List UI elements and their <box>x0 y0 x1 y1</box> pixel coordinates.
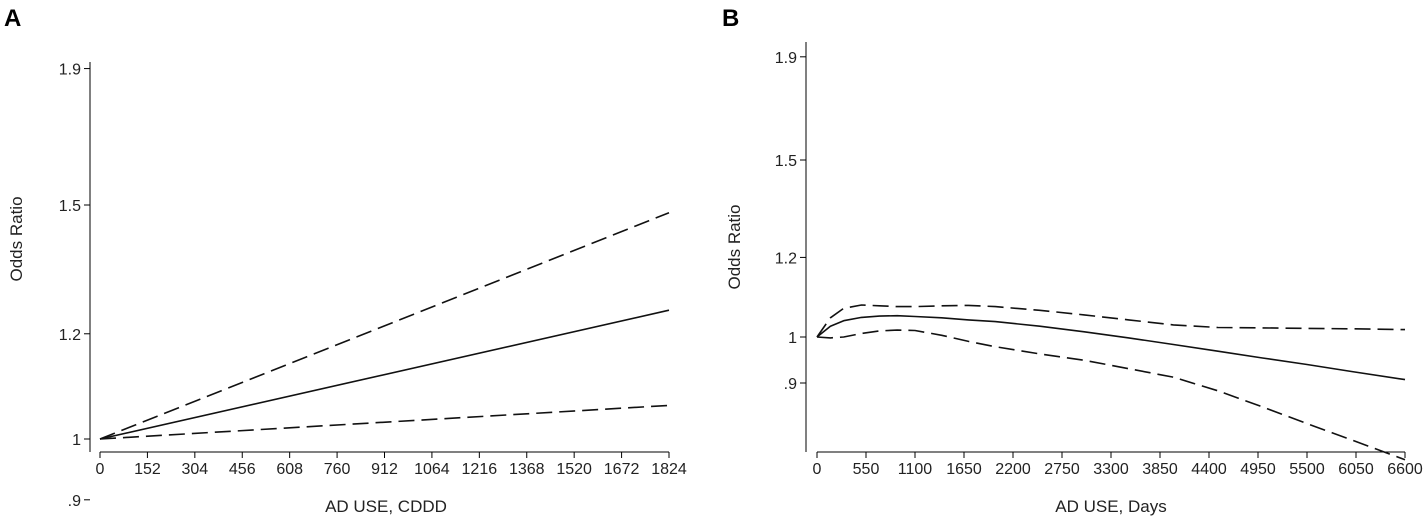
panel-b-x-tick-label: 6600 <box>1387 461 1423 478</box>
panel-b-y-tick-label: .9 <box>784 376 797 393</box>
panel-a-x-tick-label: 304 <box>181 461 208 478</box>
panel-b-y-tick-label: 1.9 <box>775 50 797 67</box>
panel-a-x-tick-label: 1064 <box>414 461 450 478</box>
panel-a-x-tick-label: 0 <box>96 461 105 478</box>
panel-b-y-ticks: .9 1 1.2 1.5 1.9 <box>775 50 806 393</box>
panel-a-letter: A <box>4 5 21 32</box>
panel-b-x-tick-label: 1100 <box>898 461 933 478</box>
panel-b-x-tick-label: 2750 <box>1044 461 1080 478</box>
panel-b-x-tick-label: 4950 <box>1240 461 1276 478</box>
panel-b-y-tick-label: 1 <box>788 330 797 347</box>
panel-a-y-tick-label: .9 <box>68 493 81 510</box>
panel-a-x-tick-label: 1824 <box>651 461 687 478</box>
panel-a-x-tick-label: 1672 <box>604 461 640 478</box>
panel-a-x-tick-label: 760 <box>324 461 351 478</box>
panel-a-y-tick-label: 1.9 <box>59 62 81 79</box>
panel-b-ci-line <box>816 304 1406 338</box>
panel-b-letter: B <box>722 5 739 32</box>
panel-a-estimate-line <box>99 309 670 440</box>
panel-b-series <box>816 304 1406 461</box>
panel-b-x-ticks: 0 550 1100 1650 2200 2750 3300 3850 4400 4950 5500… <box>813 452 1423 478</box>
panel-b: B Odds Ratio AD USE, Days 0 550 1100 1650 22… <box>722 5 1423 516</box>
panel-a-x-tick-label: 912 <box>371 461 398 478</box>
panel-a: A Odds Ratio AD USE, CDDD 0 152 304 456 608 7… <box>4 5 687 516</box>
panel-a-ci-line <box>99 211 670 440</box>
panel-b-y-tick-label: 1.5 <box>775 153 797 170</box>
panel-a-y-axis-title: Odds Ratio <box>7 196 26 281</box>
panel-b-x-tick-label: 2200 <box>995 461 1031 478</box>
panel-a-x-tick-label: 456 <box>229 461 256 478</box>
panel-b-ci-line <box>816 329 1406 461</box>
panel-b-x-tick-label: 550 <box>853 461 880 478</box>
panel-a-x-axis-title: AD USE, CDDD <box>325 497 447 516</box>
panel-a-series <box>99 211 670 440</box>
panel-a-y-tick-label: 1.2 <box>59 327 81 344</box>
panel-b-y-axis-title: Odds Ratio <box>725 204 744 289</box>
panel-b-x-tick-label: 3300 <box>1093 461 1129 478</box>
panel-b-x-tick-label: 5500 <box>1289 461 1325 478</box>
panel-a-x-tick-label: 608 <box>276 461 303 478</box>
panel-b-x-tick-label: 3850 <box>1142 461 1178 478</box>
panel-b-estimate-line <box>816 314 1406 381</box>
panel-b-x-tick-label: 0 <box>813 461 822 478</box>
panel-a-x-tick-label: 152 <box>134 461 161 478</box>
panel-b-x-axis-title: AD USE, Days <box>1055 497 1166 516</box>
panel-a-x-ticks: 0 152 304 456 608 760 912 1064 1216 1368 1520 1672 1… <box>96 452 687 478</box>
panel-a-x-tick-label: 1520 <box>556 461 592 478</box>
panel-b-y-tick-label: 1.2 <box>775 250 797 267</box>
panel-a-y-tick-label: 1.5 <box>59 198 81 215</box>
panel-a-x-tick-label: 1368 <box>509 461 545 478</box>
panel-a-x-tick-label: 1216 <box>462 461 498 478</box>
panel-a-ci-line <box>99 404 670 440</box>
panel-a-y-tick-label: 1 <box>72 432 81 449</box>
panel-b-x-tick-label: 1650 <box>946 461 982 478</box>
panel-a-y-ticks: .9 1 1.2 1.5 1.9 <box>59 62 90 510</box>
panel-b-x-tick-label: 4400 <box>1191 461 1227 478</box>
panel-b-x-tick-label: 6050 <box>1338 461 1374 478</box>
